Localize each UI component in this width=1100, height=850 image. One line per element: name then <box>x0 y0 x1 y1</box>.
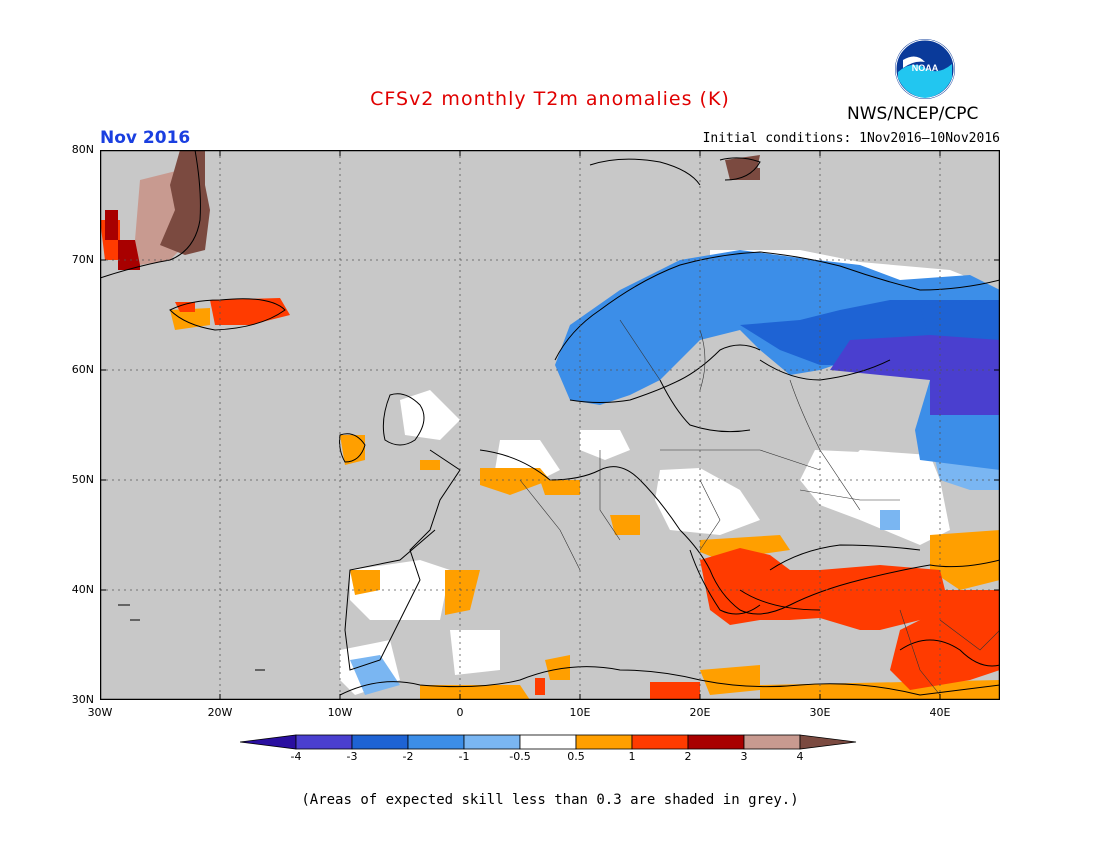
colorbar <box>240 734 857 750</box>
colorbar-segment <box>463 734 521 750</box>
initial-conditions: Initial conditions: 1Nov2016—10Nov2016 <box>702 131 1000 146</box>
colorbar-label: 0.5 <box>567 750 585 763</box>
skill-footnote: (Areas of expected skill less than 0.3 a… <box>301 792 799 808</box>
colorbar-label: 2 <box>684 750 692 763</box>
lon-label-0: 0 <box>456 706 464 719</box>
colorbar-label: 1 <box>628 750 636 763</box>
colorbar-segment <box>575 734 633 750</box>
colorbar-label: -1 <box>458 750 470 763</box>
agency-label: NWS/NCEP/CPC <box>847 104 979 124</box>
lon-label-20e: 20E <box>689 706 711 719</box>
lat-label-60n: 60N <box>71 363 94 376</box>
anomaly-map <box>100 150 1000 700</box>
lon-label-30w: 30W <box>87 706 113 719</box>
lat-label-80n: 80N <box>71 143 94 156</box>
colorbar-label: 3 <box>740 750 748 763</box>
lat-label-50n: 50N <box>71 473 94 486</box>
colorbar-segment <box>743 734 801 750</box>
lon-label-10e: 10E <box>569 706 591 719</box>
noaa-logo: NOAA <box>895 39 955 99</box>
chart-title: CFSv2 monthly T2m anomalies (K) <box>370 88 730 110</box>
lat-label-30n: 30N <box>71 693 94 706</box>
colorbar-segment <box>295 734 353 750</box>
colorbar-label: -2 <box>402 750 414 763</box>
colorbar-segment <box>407 734 465 750</box>
lon-label-20w: 20W <box>207 706 233 719</box>
lat-label-70n: 70N <box>71 253 94 266</box>
colorbar-segment <box>351 734 409 750</box>
colorbar-segment <box>519 734 577 750</box>
colorbar-label: -0.5 <box>509 750 531 763</box>
colorbar-segment-max <box>799 734 857 750</box>
lat-label-40n: 40N <box>71 583 94 596</box>
colorbar-label: -3 <box>346 750 358 763</box>
colorbar-segment <box>687 734 745 750</box>
colorbar-label: -4 <box>290 750 302 763</box>
colorbar-label: 4 <box>796 750 804 763</box>
lon-label-30e: 30E <box>809 706 831 719</box>
svg-text:NOAA: NOAA <box>912 63 939 73</box>
lon-label-40e: 40E <box>929 706 951 719</box>
colorbar-segment <box>631 734 689 750</box>
lon-label-10w: 10W <box>327 706 353 719</box>
colorbar-segment-min <box>240 734 297 750</box>
forecast-month: Nov 2016 <box>100 128 191 148</box>
